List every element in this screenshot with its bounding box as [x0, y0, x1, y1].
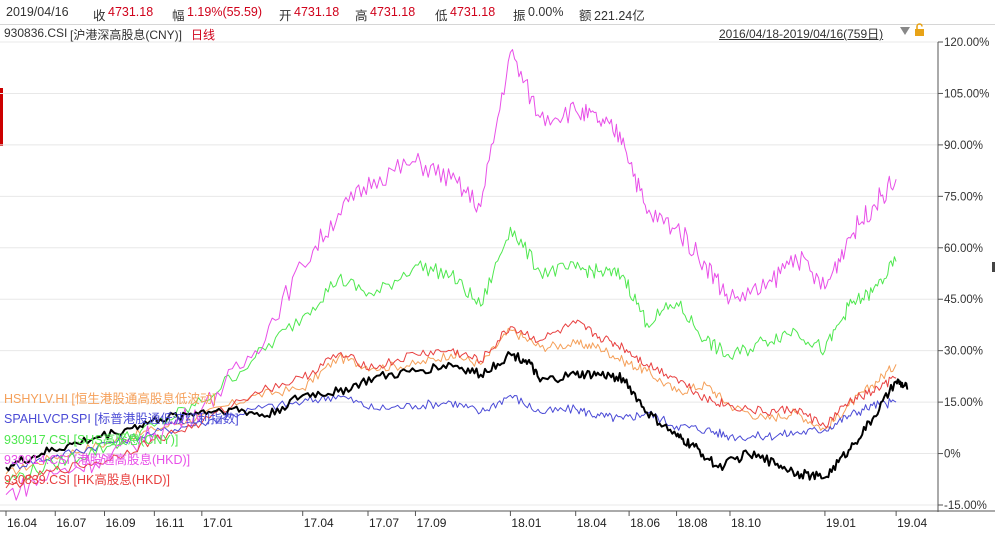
low-value: 4731.18 — [450, 5, 496, 19]
x-tick-label: 18.08 — [678, 516, 708, 530]
high-label: 高 — [355, 9, 368, 23]
high-value: 4731.18 — [370, 5, 416, 19]
series-line — [5, 351, 909, 481]
change-label: 幅 — [172, 9, 185, 23]
y-tick-label: 15.00% — [944, 397, 983, 409]
legend-label: SPAHLVCP.SPI [标普港股通低波红利指数] — [4, 412, 239, 426]
legend-item-spahlvcp[interactable]: SPAHLVCP.SPI [标普港股通低波红利指数] — [4, 408, 239, 427]
y-tick-label: 0% — [944, 449, 961, 461]
legend-label: 930914.CSI [港股通高股息(HKD)] — [4, 453, 191, 467]
amplitude-value: 0.00% — [528, 5, 564, 19]
dropdown-arrow-icon[interactable] — [900, 27, 910, 35]
scroll-handle[interactable] — [992, 262, 995, 272]
legend-label: 930839.CSI [HK高股息(HKD)] — [4, 473, 171, 487]
amplitude-label: 振 — [513, 9, 526, 23]
y-tick-label: 120.00% — [944, 37, 989, 49]
y-tick-label: -15.00% — [944, 500, 987, 512]
legend-item-930839[interactable]: 930839.CSI [HK高股息(HKD)] — [4, 469, 170, 488]
y-tick-label: 60.00% — [944, 243, 983, 255]
unlock-icon[interactable] — [914, 23, 926, 37]
instrument-bar: 930836.CSI [沪港深高股息(CNY)] 日线 — [0, 24, 995, 42]
x-tick-label: 18.04 — [577, 516, 607, 530]
y-tick-label: 75.00% — [944, 191, 983, 203]
quote-bar: 2019/04/16 收 4731.18 幅 1.19%(55.59) 开 47… — [0, 0, 995, 25]
low-label: 低 — [435, 9, 448, 23]
x-tick-label: 16.07 — [56, 516, 86, 530]
amount-value: 221.24亿 — [594, 9, 645, 23]
close-value: 4731.18 — [108, 5, 154, 19]
selection-marker — [0, 88, 3, 146]
series-line — [5, 226, 897, 483]
instrument-name: [沪港深高股息(CNY)] — [70, 28, 182, 42]
amount-label: 额 — [579, 9, 592, 23]
x-tick-label: 19.04 — [897, 516, 927, 530]
x-tick-label: 17.09 — [416, 516, 446, 530]
y-tick-label: 45.00% — [944, 294, 983, 306]
instrument-code: 930836.CSI — [4, 26, 68, 40]
y-tick-label: 105.00% — [944, 88, 989, 100]
x-tick-label: 16.04 — [7, 516, 37, 530]
open-label: 开 — [279, 9, 292, 23]
legend-item-930914[interactable]: 930914.CSI [港股通高股息(HKD)] — [4, 449, 190, 468]
x-tick-label: 17.04 — [304, 516, 334, 530]
legend-label: HSHYLV.HI [恒生港股通高股息低波动] — [4, 392, 216, 406]
x-tick-label: 17.07 — [369, 516, 399, 530]
x-tick-label: 16.09 — [106, 516, 136, 530]
legend-item-930917[interactable]: 930917.CSI [SHS高股息(CNY)] — [4, 429, 178, 448]
open-value: 4731.18 — [294, 5, 340, 19]
series-line — [5, 394, 897, 471]
series-line — [5, 327, 897, 476]
x-tick-label: 19.01 — [826, 516, 856, 530]
x-tick-label: 18.06 — [630, 516, 660, 530]
x-tick-label: 18.01 — [511, 516, 541, 530]
quote-date: 2019/04/16 — [6, 5, 69, 19]
y-tick-label: 30.00% — [944, 346, 983, 358]
legend-item-hshylv[interactable]: HSHYLV.HI [恒生港股通高股息低波动] — [4, 388, 216, 407]
close-label: 收 — [93, 9, 106, 23]
period-label[interactable]: 日线 — [191, 28, 216, 42]
series-line — [5, 49, 897, 501]
change-value: 1.19%(55.59) — [187, 5, 263, 19]
x-tick-label: 17.01 — [203, 516, 233, 530]
date-range-selector[interactable]: 2016/04/18-2019/04/16(759日) — [719, 27, 884, 41]
x-tick-label: 18.10 — [731, 516, 761, 530]
x-tick-label: 16.11 — [155, 516, 184, 530]
legend-label: 930917.CSI [SHS高股息(CNY)] — [4, 433, 179, 447]
y-tick-label: 90.00% — [944, 140, 983, 152]
